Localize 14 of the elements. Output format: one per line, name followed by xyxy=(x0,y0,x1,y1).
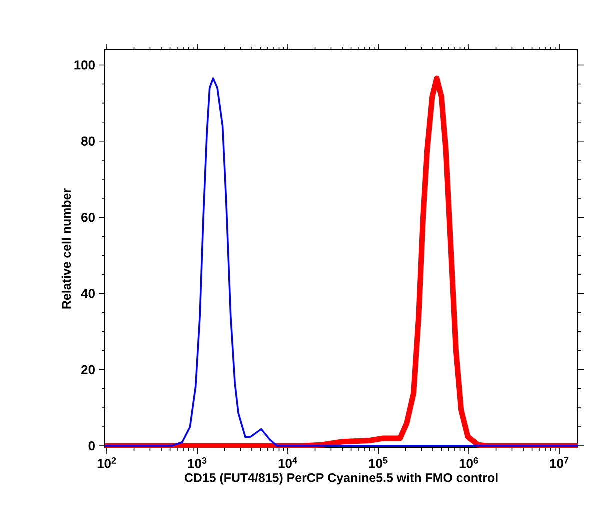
y-tick-label: 60 xyxy=(82,212,95,222)
x-tick-label: 10$^{5}$ xyxy=(369,458,388,468)
x-tick-label: 10$^{4}$ xyxy=(278,458,298,468)
x-tick-label: 10$^{2}$ xyxy=(98,458,116,468)
y-tick-label: 80 xyxy=(82,136,95,146)
x-tick-label: 10$^{3}$ xyxy=(188,458,207,468)
x-axis-title: CD15 (FUT4/815) PerCP Cyanine5.5 with FMO control xyxy=(184,473,498,485)
x-tick-label: 10$^{6}$ xyxy=(460,458,478,468)
y-tick-label: 40 xyxy=(81,289,95,298)
y-tick-label: 20 xyxy=(82,365,95,374)
y-tick-label: 0 xyxy=(88,441,95,451)
x-tick-label: 10$^{7}$ xyxy=(550,458,569,468)
y-axis-title: Relative cell number xyxy=(62,188,72,309)
y-tick-label: 100 xyxy=(74,60,95,70)
